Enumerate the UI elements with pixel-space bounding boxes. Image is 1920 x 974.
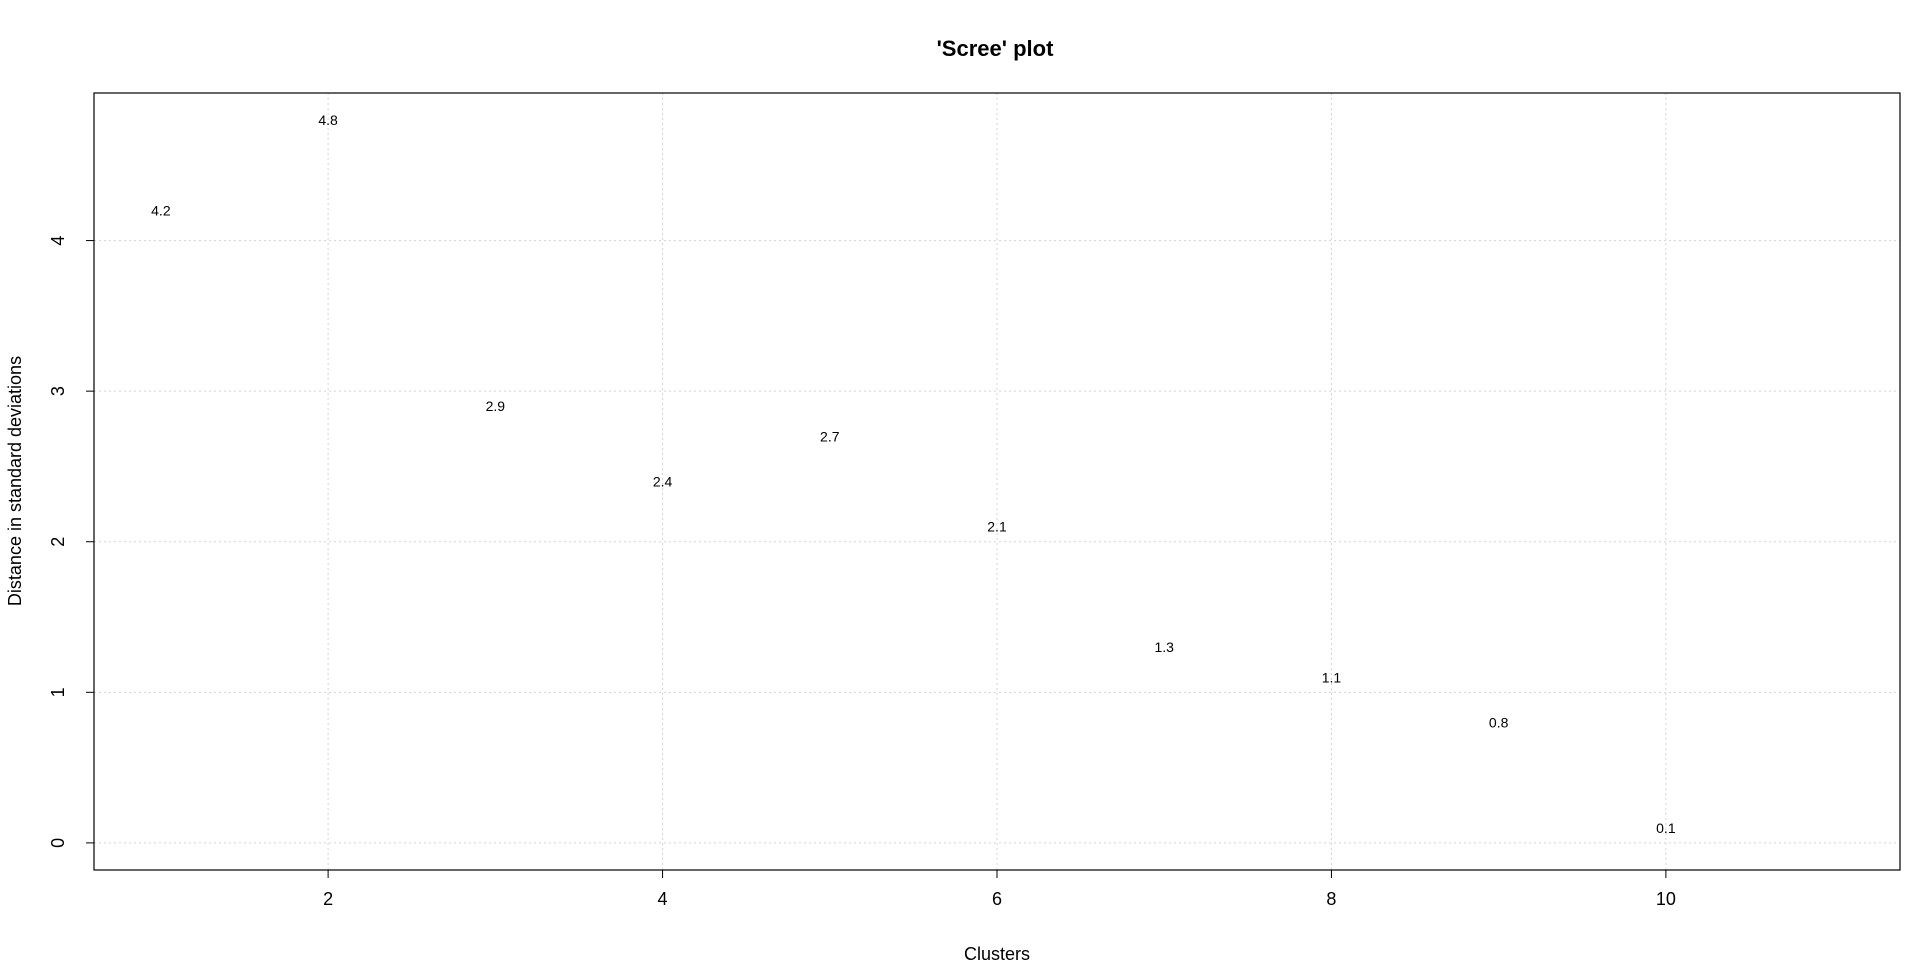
x-tick-label: 6	[992, 889, 1002, 909]
y-tick-label: 4	[48, 236, 68, 246]
y-tick-label: 2	[48, 537, 68, 547]
grid-lines	[94, 93, 1900, 870]
data-point-label: 2.9	[486, 398, 506, 414]
x-tick-label: 10	[1656, 889, 1676, 909]
x-axis: 2 4 6 8 10	[323, 870, 1676, 909]
chart-title: 'Scree' plot	[937, 36, 1055, 61]
data-point-label: 4.2	[151, 202, 171, 218]
x-tick-label: 8	[1326, 889, 1336, 909]
y-tick-label: 1	[48, 687, 68, 697]
data-point-label: 2.7	[820, 428, 840, 444]
data-point-label: 1.1	[1322, 669, 1342, 685]
data-points: 4.2 4.8 2.9 2.4 2.7 2.1 1.3 1.1 0.8 0.1	[151, 112, 1676, 836]
data-point-label: 1.3	[1154, 639, 1174, 655]
data-point-label: 0.8	[1489, 714, 1509, 730]
y-axis-label: Distance in standard deviations	[5, 356, 25, 606]
x-tick-label: 4	[658, 889, 668, 909]
x-tick-label: 2	[323, 889, 333, 909]
y-tick-label: 3	[48, 386, 68, 396]
data-point-label: 4.8	[318, 112, 338, 128]
data-point-label: 2.1	[987, 519, 1007, 535]
x-axis-label: Clusters	[964, 944, 1030, 964]
y-axis: 0 1 2 3 4	[48, 236, 94, 848]
data-point-label: 0.1	[1656, 820, 1676, 836]
y-tick-label: 0	[48, 838, 68, 848]
data-point-label: 2.4	[653, 474, 673, 490]
